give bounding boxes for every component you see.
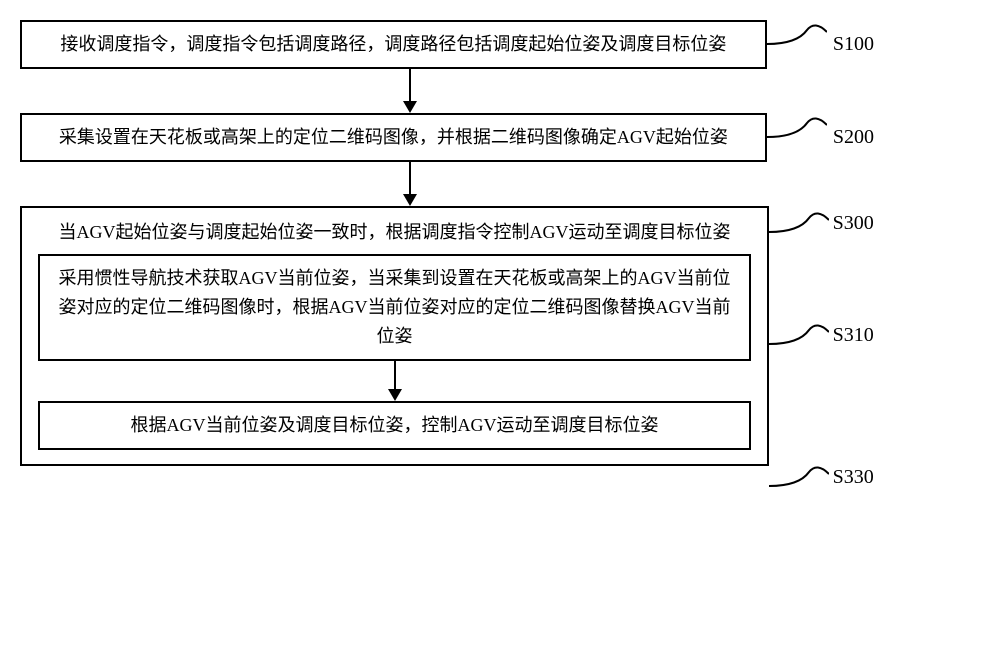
box-s330: 根据AGV当前位姿及调度目标位姿，控制AGV运动至调度目标位姿: [38, 401, 751, 450]
text-s310: 采用惯性导航技术获取AGV当前位姿，当采集到设置在天花板或高架上的AGV当前位姿…: [59, 268, 731, 346]
label-col-s300: S300 S310 S330: [827, 206, 980, 466]
connector-s200: [767, 117, 827, 157]
text-s300-title: 当AGV起始位姿与调度起始位姿一致时，根据调度指令控制AGV运动至调度目标位姿: [59, 222, 731, 242]
connector-col-s300: [769, 206, 827, 466]
arrow-down-icon: [385, 361, 405, 401]
row-s200: 采集设置在天花板或高架上的定位二维码图像，并根据二维码图像确定AGV起始位姿 S…: [20, 113, 980, 162]
title-s300: 当AGV起始位姿与调度起始位姿一致时，根据调度指令控制AGV运动至调度目标位姿: [36, 218, 753, 247]
label-col-s100: S100: [827, 33, 980, 56]
arrow-s100-s200: [20, 69, 800, 113]
box-s100: 接收调度指令，调度指令包括调度路径，调度路径包括调度起始位姿及调度目标位姿: [20, 20, 767, 69]
text-s200: 采集设置在天花板或高架上的定位二维码图像，并根据二维码图像确定AGV起始位姿: [59, 127, 728, 147]
label-s100: S100: [833, 33, 874, 56]
arrow-down-icon: [400, 69, 420, 113]
label-col-s200: S200: [827, 126, 980, 149]
curve-stack-icon: [769, 206, 829, 526]
box-s300: 当AGV起始位姿与调度起始位姿一致时，根据调度指令控制AGV运动至调度目标位姿 …: [20, 206, 769, 466]
label-s200: S200: [833, 126, 874, 149]
arrow-down-icon: [400, 162, 420, 206]
flowchart: 接收调度指令，调度指令包括调度路径，调度路径包括调度起始位姿及调度目标位姿 S1…: [20, 20, 980, 466]
curve-icon: [767, 24, 827, 64]
text-s330: 根据AGV当前位姿及调度目标位姿，控制AGV运动至调度目标位姿: [131, 415, 659, 435]
row-s100: 接收调度指令，调度指令包括调度路径，调度路径包括调度起始位姿及调度目标位姿 S1…: [20, 20, 980, 69]
arrow-s200-s300: [20, 162, 800, 206]
connector-s100: [767, 24, 827, 64]
row-s300: 当AGV起始位姿与调度起始位姿一致时，根据调度指令控制AGV运动至调度目标位姿 …: [20, 206, 980, 466]
arrow-s310-s330: [36, 361, 753, 401]
label-s330: S330: [833, 466, 874, 489]
curve-icon: [767, 117, 827, 157]
text-s100: 接收调度指令，调度指令包括调度路径，调度路径包括调度起始位姿及调度目标位姿: [60, 34, 726, 54]
label-s300: S300: [833, 212, 874, 235]
box-s200: 采集设置在天花板或高架上的定位二维码图像，并根据二维码图像确定AGV起始位姿: [20, 113, 767, 162]
label-s310: S310: [833, 324, 874, 347]
box-s310: 采用惯性导航技术获取AGV当前位姿，当采集到设置在天花板或高架上的AGV当前位姿…: [38, 254, 751, 360]
